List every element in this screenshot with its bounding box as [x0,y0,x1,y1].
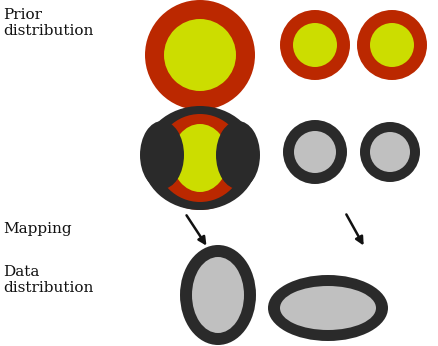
Ellipse shape [370,132,410,172]
Ellipse shape [357,10,427,80]
Ellipse shape [145,0,255,110]
Text: Mapping: Mapping [3,222,72,236]
Ellipse shape [140,121,184,189]
Ellipse shape [148,106,252,210]
Ellipse shape [370,23,414,67]
Ellipse shape [180,245,256,345]
Ellipse shape [156,114,244,202]
Text: Prior
distribution: Prior distribution [3,8,93,38]
Ellipse shape [164,19,236,91]
Ellipse shape [280,10,350,80]
Ellipse shape [280,286,376,330]
Ellipse shape [283,120,347,184]
Text: Data
distribution: Data distribution [3,265,93,295]
Ellipse shape [360,122,420,182]
Ellipse shape [293,23,337,67]
Ellipse shape [268,275,388,341]
Ellipse shape [172,124,228,192]
Ellipse shape [216,121,260,189]
Ellipse shape [294,131,336,173]
Ellipse shape [142,106,258,210]
Ellipse shape [192,257,244,333]
